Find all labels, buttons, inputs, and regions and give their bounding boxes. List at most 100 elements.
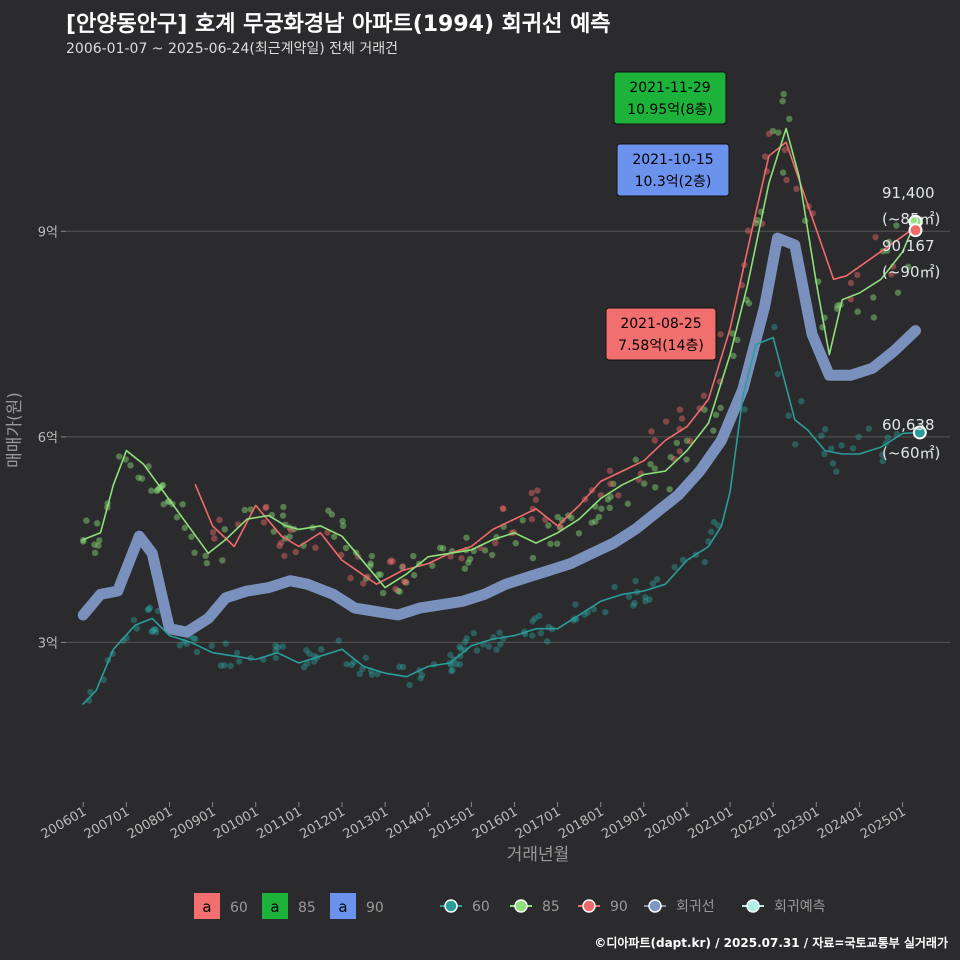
x-tick-label: 202501 bbox=[858, 804, 908, 842]
scatter-point-85 bbox=[606, 504, 613, 512]
scatter-point-90 bbox=[783, 176, 790, 184]
scatter-point-85 bbox=[894, 289, 902, 296]
scatter-point-60 bbox=[646, 596, 653, 603]
annotation-value: 10.95억(8층) bbox=[627, 102, 713, 118]
scatter-point-85 bbox=[652, 484, 659, 491]
scatter-point-60 bbox=[707, 528, 715, 536]
scatter-point-60 bbox=[879, 457, 886, 465]
scatter-point-60 bbox=[318, 646, 325, 653]
scatter-point-85 bbox=[153, 487, 160, 495]
scatter-point-60 bbox=[396, 663, 403, 670]
scatter-point-85 bbox=[127, 462, 134, 469]
scatter-point-85 bbox=[173, 514, 181, 521]
scatter-point-60 bbox=[884, 434, 891, 441]
scatter-point-90 bbox=[401, 578, 408, 585]
scatter-point-60 bbox=[300, 663, 308, 671]
series-line-60 bbox=[82, 336, 921, 705]
end-area-label: (~60㎡) bbox=[882, 444, 940, 462]
scatter-point-85 bbox=[188, 533, 195, 540]
scatter-point-60 bbox=[771, 323, 778, 331]
x-tick-label: 200801 bbox=[125, 804, 175, 842]
scatter-point-60 bbox=[821, 426, 829, 433]
scatter-point-85 bbox=[179, 501, 186, 508]
scatter-point-85 bbox=[379, 589, 387, 597]
scatter-point-90 bbox=[676, 448, 683, 455]
scatter-point-85 bbox=[466, 555, 474, 563]
scatter-point-85 bbox=[607, 493, 614, 500]
scatter-point-85 bbox=[545, 522, 552, 529]
scatter-point-90 bbox=[277, 539, 285, 546]
scatter-point-85 bbox=[870, 294, 877, 301]
scatter-point-85 bbox=[399, 563, 406, 571]
scatter-point-90 bbox=[389, 558, 396, 565]
legend-swatch bbox=[262, 893, 288, 919]
scatter-point-90 bbox=[399, 563, 407, 570]
scatter-point-60 bbox=[649, 580, 657, 587]
scatter-point-60 bbox=[642, 597, 649, 605]
scatter-point-90 bbox=[781, 146, 789, 154]
legend-swatch bbox=[330, 893, 356, 919]
x-tick-label: 200701 bbox=[82, 804, 132, 842]
scatter-point-60 bbox=[274, 644, 282, 651]
scatter-point-60 bbox=[272, 654, 280, 662]
legend-label: 85 bbox=[542, 899, 560, 915]
scatter-point-90 bbox=[281, 552, 288, 560]
scatter-point-90 bbox=[761, 153, 769, 160]
scatter-point-60 bbox=[833, 468, 840, 475]
y-tick-label: 3억 bbox=[38, 636, 58, 651]
x-tick-label: 201701 bbox=[513, 804, 563, 842]
scatter-point-60 bbox=[356, 670, 364, 678]
series-line-85 bbox=[82, 127, 917, 589]
scatter-point-85 bbox=[683, 437, 691, 444]
scatter-point-85 bbox=[154, 486, 161, 494]
scatter-point-60 bbox=[359, 665, 366, 673]
annotation-date: 2021-11-29 bbox=[629, 80, 710, 96]
legend-swatch bbox=[194, 893, 220, 919]
scatter-point-60 bbox=[798, 397, 805, 405]
scatter-point-60 bbox=[536, 612, 543, 620]
scatter-point-85 bbox=[159, 481, 167, 489]
scatter-point-85 bbox=[834, 305, 841, 312]
scatter-point-60 bbox=[632, 577, 639, 585]
scatter-point-60 bbox=[447, 651, 454, 659]
scatter-point-85 bbox=[93, 520, 101, 527]
end-value-label: 91,400 bbox=[882, 184, 935, 202]
scatter-point-90 bbox=[388, 557, 395, 564]
scatter-point-85 bbox=[160, 500, 167, 508]
scatter-point-90 bbox=[216, 516, 223, 524]
legend-label: 90 bbox=[366, 900, 384, 916]
scatter-point-60 bbox=[855, 433, 862, 441]
scatter-point-60 bbox=[701, 558, 709, 566]
scatter-point-85 bbox=[519, 516, 526, 524]
scatter-point-60 bbox=[303, 647, 310, 654]
scatter-point-60 bbox=[497, 641, 504, 648]
legend-label: 회귀선 bbox=[676, 899, 715, 915]
scatter-point-60 bbox=[821, 450, 828, 458]
scatter-point-85 bbox=[156, 485, 163, 492]
y-tick-label: 6억 bbox=[38, 431, 58, 446]
scatter-point-90 bbox=[260, 519, 268, 526]
scatter-point-60 bbox=[849, 445, 857, 452]
scatter-point-60 bbox=[611, 583, 618, 591]
legend-marker bbox=[582, 899, 596, 913]
scatter-point-90 bbox=[263, 503, 270, 511]
scatter-point-85 bbox=[647, 460, 654, 468]
scatter-point-85 bbox=[624, 500, 632, 507]
scatter-point-85 bbox=[95, 542, 102, 549]
annotation-date: 2021-10-15 bbox=[632, 152, 713, 168]
x-tick-label: 201001 bbox=[211, 804, 261, 842]
scatter-point-85 bbox=[786, 115, 793, 123]
scatter-point-60 bbox=[493, 646, 500, 653]
scatter-point-60 bbox=[362, 654, 370, 661]
scatter-point-60 bbox=[642, 594, 649, 601]
scatter-point-60 bbox=[631, 599, 638, 607]
scatter-point-60 bbox=[774, 370, 781, 378]
scatter-point-60 bbox=[133, 625, 141, 632]
scatter-point-60 bbox=[311, 658, 318, 665]
annotation-box bbox=[605, 307, 717, 361]
x-tick-label: 201301 bbox=[341, 804, 391, 842]
scatter-point-90 bbox=[854, 271, 861, 279]
scatter-point-60 bbox=[149, 627, 156, 634]
scatter-point-85 bbox=[403, 579, 410, 586]
